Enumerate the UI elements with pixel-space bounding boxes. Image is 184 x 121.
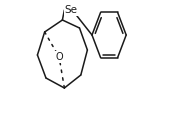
Text: O: O: [55, 52, 63, 62]
Text: Se: Se: [64, 5, 77, 15]
